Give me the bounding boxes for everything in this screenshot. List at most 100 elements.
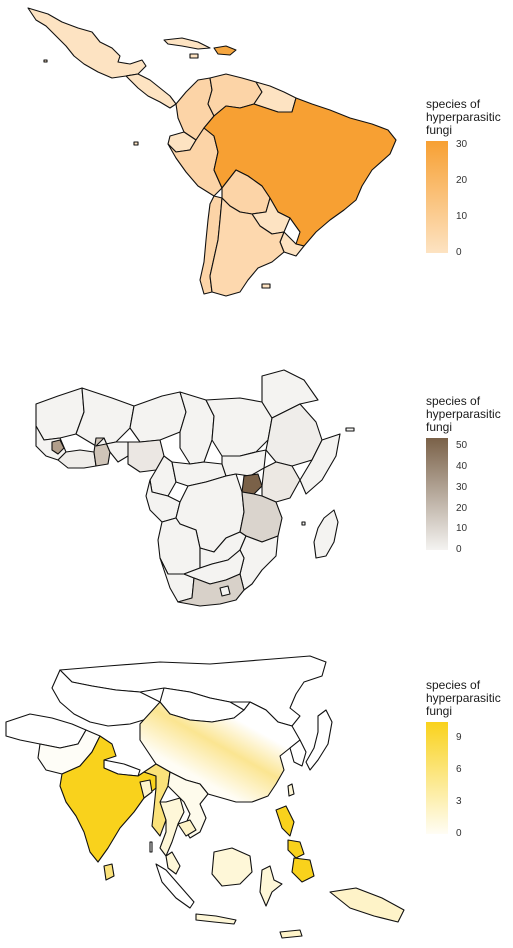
- legend-tick-mark: [448, 529, 452, 531]
- legend-tick-label: 3: [456, 796, 462, 807]
- legend-tick-label: 10: [456, 210, 468, 222]
- legend-latin-america: species of hyperparasitic fungi 30 20 10 0: [426, 98, 513, 258]
- country-niger[interactable]: [129, 391, 187, 443]
- country-central-america[interactable]: [125, 73, 177, 109]
- island-galapagos: [133, 141, 139, 146]
- legend-title: species of hyperparasitic fungi: [426, 395, 513, 434]
- legend-colorbar: 50 40 30 20 10 0: [426, 438, 513, 555]
- country-lesotho[interactable]: [219, 585, 231, 597]
- country-malaysia-peninsula[interactable]: [165, 851, 181, 875]
- legend-tick-label: 30: [456, 138, 468, 150]
- legend-tick-mark: [448, 216, 452, 218]
- country-central-asia[interactable]: [51, 669, 161, 727]
- legend-tick-label: 9: [456, 732, 462, 743]
- legend-tick-mark: [448, 834, 452, 835]
- legend-tick-mark: [448, 487, 452, 489]
- legend-tick-label: 6: [456, 764, 462, 775]
- country-uganda[interactable]: [241, 473, 263, 495]
- legend-title-line: species of: [426, 97, 481, 111]
- legend-tick-label: 20: [456, 174, 468, 186]
- map-panel-africa: species of hyperparasitic fungi 50 40 30 20…: [0, 352, 513, 608]
- asia-map: [5, 655, 405, 939]
- legend-tick-label: 0: [456, 247, 462, 258]
- legend-title-line: fungi: [426, 420, 453, 434]
- country-cuba[interactable]: [163, 37, 211, 50]
- country-jamaica[interactable]: [189, 53, 199, 59]
- legend-africa: species of hyperparasitic fungi 50 40 30 20…: [426, 395, 513, 555]
- country-hispaniola[interactable]: [213, 45, 237, 56]
- country-sri-lanka[interactable]: [103, 863, 115, 881]
- legend-tick-label: 50: [456, 440, 468, 452]
- island-socotra: [345, 427, 355, 432]
- latin-america-map: [27, 7, 397, 297]
- country-mali[interactable]: [75, 387, 135, 447]
- map-panel-asia: species of hyperparasitic fungi 9 6 3 0: [0, 652, 513, 948]
- legend-title: species of hyperparasitic fungi: [426, 679, 513, 718]
- legend-tick-label: 0: [456, 544, 462, 555]
- legend-tick-mark: [448, 253, 452, 254]
- country-egypt[interactable]: [261, 369, 319, 419]
- island-comoros: [301, 521, 306, 526]
- legend-title-line: hyperparasitic: [426, 110, 501, 124]
- legend-title-line: species of: [426, 678, 481, 692]
- legend-tick-mark: [448, 802, 452, 803]
- country-myanmar[interactable]: [143, 763, 171, 837]
- legend-title: species of hyperparasitic fungi: [426, 98, 513, 137]
- legend-asia: species of hyperparasitic fungi 9 6 3 0: [426, 679, 513, 839]
- country-new-guinea[interactable]: [329, 887, 405, 923]
- island-andaman: [149, 841, 153, 853]
- legend-tick-label: 30: [456, 481, 468, 493]
- country-korea[interactable]: [289, 739, 307, 767]
- legend-tick-label: 40: [456, 461, 468, 473]
- country-mexico[interactable]: [27, 7, 147, 79]
- country-mozambique-malawi[interactable]: [239, 535, 279, 591]
- country-sierra-leone[interactable]: [51, 439, 65, 455]
- island-revillagigedo: [43, 59, 48, 63]
- country-argentina[interactable]: [209, 197, 285, 297]
- colorbar-gradient: [426, 141, 448, 253]
- country-sumatra[interactable]: [155, 863, 195, 909]
- country-borneo[interactable]: [211, 847, 253, 887]
- country-laos-vietnam[interactable]: [167, 771, 209, 839]
- country-sulawesi[interactable]: [259, 865, 283, 907]
- legend-tick-mark: [448, 144, 452, 146]
- legend-tick-label: 10: [456, 523, 468, 535]
- country-cambodia[interactable]: [177, 819, 197, 837]
- legend-tick-mark: [448, 550, 452, 551]
- colorbar-gradient: [426, 438, 448, 550]
- country-somalia[interactable]: [299, 433, 341, 495]
- country-south-sudan[interactable]: [221, 449, 267, 477]
- country-kenya[interactable]: [261, 461, 301, 503]
- country-sudan[interactable]: [205, 397, 273, 457]
- legend-tick-mark: [448, 508, 452, 510]
- legend-tick-mark: [448, 738, 452, 739]
- country-bangladesh[interactable]: [139, 779, 153, 799]
- colorbar-gradient: [426, 722, 448, 834]
- legend-tick-mark: [448, 180, 452, 182]
- legend-title-line: hyperparasitic: [426, 407, 501, 421]
- country-timor[interactable]: [279, 929, 303, 939]
- legend-tick-label: 20: [456, 502, 468, 514]
- country-philippines-visayas[interactable]: [287, 839, 305, 859]
- map-panel-latin-america: species of hyperparasitic fungi 30 20 10 0: [0, 0, 513, 300]
- legend-colorbar: 30 20 10 0: [426, 138, 513, 258]
- legend-title-line: species of: [426, 394, 481, 408]
- legend-tick-mark: [448, 467, 452, 469]
- legend-tick-label: 0: [456, 828, 462, 839]
- legend-title-line: fungi: [426, 123, 453, 137]
- legend-tick-mark: [448, 446, 452, 448]
- country-madagascar[interactable]: [313, 509, 339, 559]
- country-south-africa[interactable]: [177, 573, 245, 607]
- legend-colorbar: 9 6 3 0: [426, 722, 513, 839]
- legend-title-line: hyperparasitic: [426, 691, 501, 705]
- country-burkina-togo-benin[interactable]: [95, 437, 131, 463]
- country-taiwan[interactable]: [287, 783, 295, 797]
- country-philippines-luzon[interactable]: [275, 805, 295, 837]
- legend-title-line: fungi: [426, 704, 453, 718]
- africa-map: [35, 369, 355, 607]
- island-falklands: [261, 283, 271, 289]
- country-java[interactable]: [195, 913, 237, 925]
- country-philippines-mindanao[interactable]: [291, 857, 315, 883]
- country-japan[interactable]: [305, 709, 333, 771]
- country-afghanistan[interactable]: [5, 713, 87, 749]
